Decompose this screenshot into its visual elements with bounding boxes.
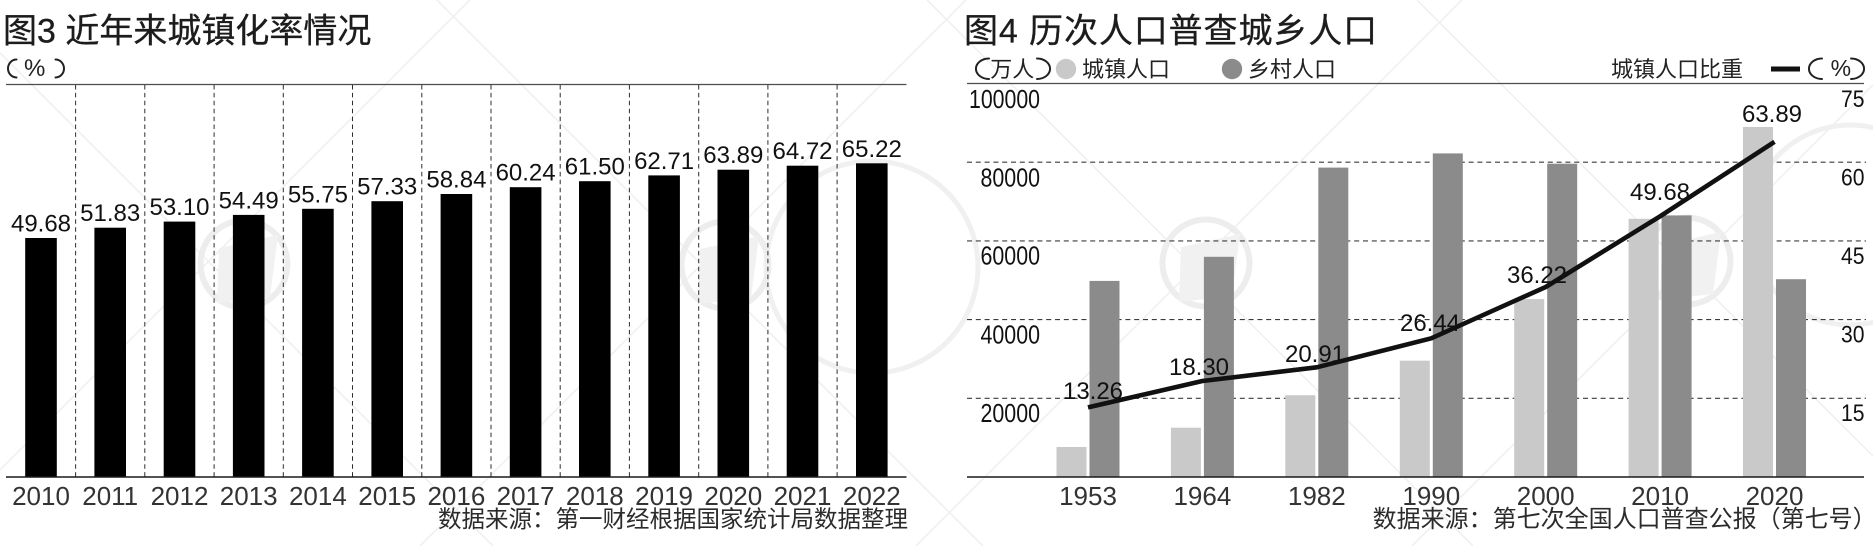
svg-text:2016: 2016: [427, 481, 485, 511]
svg-text:36.22: 36.22: [1507, 262, 1567, 289]
svg-text:13.26: 13.26: [1063, 378, 1123, 405]
svg-text:20000: 20000: [981, 398, 1041, 428]
svg-text:1982: 1982: [1288, 481, 1346, 511]
svg-text:2021: 2021: [774, 481, 832, 511]
svg-text:30: 30: [1841, 322, 1865, 349]
svg-text:乡村人口: 乡村人口: [1248, 57, 1336, 82]
svg-text:2017: 2017: [497, 481, 555, 511]
svg-text:1953: 1953: [1059, 481, 1117, 511]
svg-text:18.30: 18.30: [1169, 354, 1229, 381]
svg-text:城镇人口: 城镇人口: [1082, 57, 1170, 82]
svg-text:63.89: 63.89: [703, 142, 763, 169]
svg-text:数据来源：第七次全国人口普查公报（第七号）: 数据来源：第七次全国人口普查公报（第七号）: [1373, 506, 1873, 533]
svg-text:49.68: 49.68: [11, 211, 71, 238]
svg-text:图4 历次人口普查城乡人口: 图4 历次人口普查城乡人口: [964, 13, 1378, 51]
svg-text:1964: 1964: [1173, 481, 1231, 511]
svg-text:58.84: 58.84: [426, 167, 486, 194]
svg-text:53.10: 53.10: [149, 194, 209, 221]
svg-text:100000: 100000: [969, 84, 1040, 114]
svg-text:2019: 2019: [635, 481, 693, 511]
svg-text:万人: 万人: [990, 57, 1034, 82]
svg-text:62.71: 62.71: [634, 148, 694, 175]
svg-text:2015: 2015: [358, 481, 416, 511]
svg-text:54.49: 54.49: [219, 187, 279, 214]
svg-text:15: 15: [1841, 400, 1865, 427]
svg-text:2000: 2000: [1517, 481, 1575, 511]
svg-text:60000: 60000: [981, 241, 1041, 271]
svg-text:图3 近年来城镇化率情况: 图3 近年来城镇化率情况: [3, 13, 371, 51]
svg-text:20.91: 20.91: [1285, 341, 1345, 368]
svg-text:2013: 2013: [220, 481, 278, 511]
svg-text:城镇人口比重: 城镇人口比重: [1611, 57, 1743, 82]
svg-text:2012: 2012: [151, 481, 209, 511]
svg-text:1990: 1990: [1402, 481, 1460, 511]
svg-text:数据来源：第一财经根据国家统计局数据整理: 数据来源：第一财经根据国家统计局数据整理: [438, 506, 908, 532]
svg-text:2014: 2014: [289, 481, 347, 511]
svg-text:2020: 2020: [704, 481, 762, 511]
svg-text:64.72: 64.72: [772, 138, 832, 165]
svg-text:57.33: 57.33: [357, 174, 417, 201]
svg-text:51.83: 51.83: [80, 200, 140, 227]
svg-text:2022: 2022: [843, 481, 901, 511]
svg-text:60.24: 60.24: [496, 160, 556, 187]
svg-text:40000: 40000: [981, 320, 1041, 350]
svg-text:80000: 80000: [981, 163, 1041, 193]
svg-text:45: 45: [1841, 243, 1865, 270]
svg-text:60: 60: [1841, 165, 1865, 192]
svg-text:2018: 2018: [566, 481, 624, 511]
svg-text:49.68: 49.68: [1630, 179, 1690, 206]
svg-text:2010: 2010: [1631, 481, 1689, 511]
svg-text:65.22: 65.22: [842, 136, 902, 163]
svg-text:75: 75: [1841, 86, 1865, 113]
svg-text:63.89: 63.89: [1742, 101, 1802, 128]
svg-text:2011: 2011: [82, 481, 138, 511]
svg-text:2020: 2020: [1746, 481, 1804, 511]
svg-text:55.75: 55.75: [288, 181, 348, 208]
svg-text:%: %: [24, 55, 45, 82]
svg-text:26.44: 26.44: [1400, 310, 1460, 337]
svg-text:61.50: 61.50: [565, 154, 625, 181]
svg-text:2010: 2010: [12, 481, 70, 511]
svg-text:%: %: [1831, 55, 1851, 81]
